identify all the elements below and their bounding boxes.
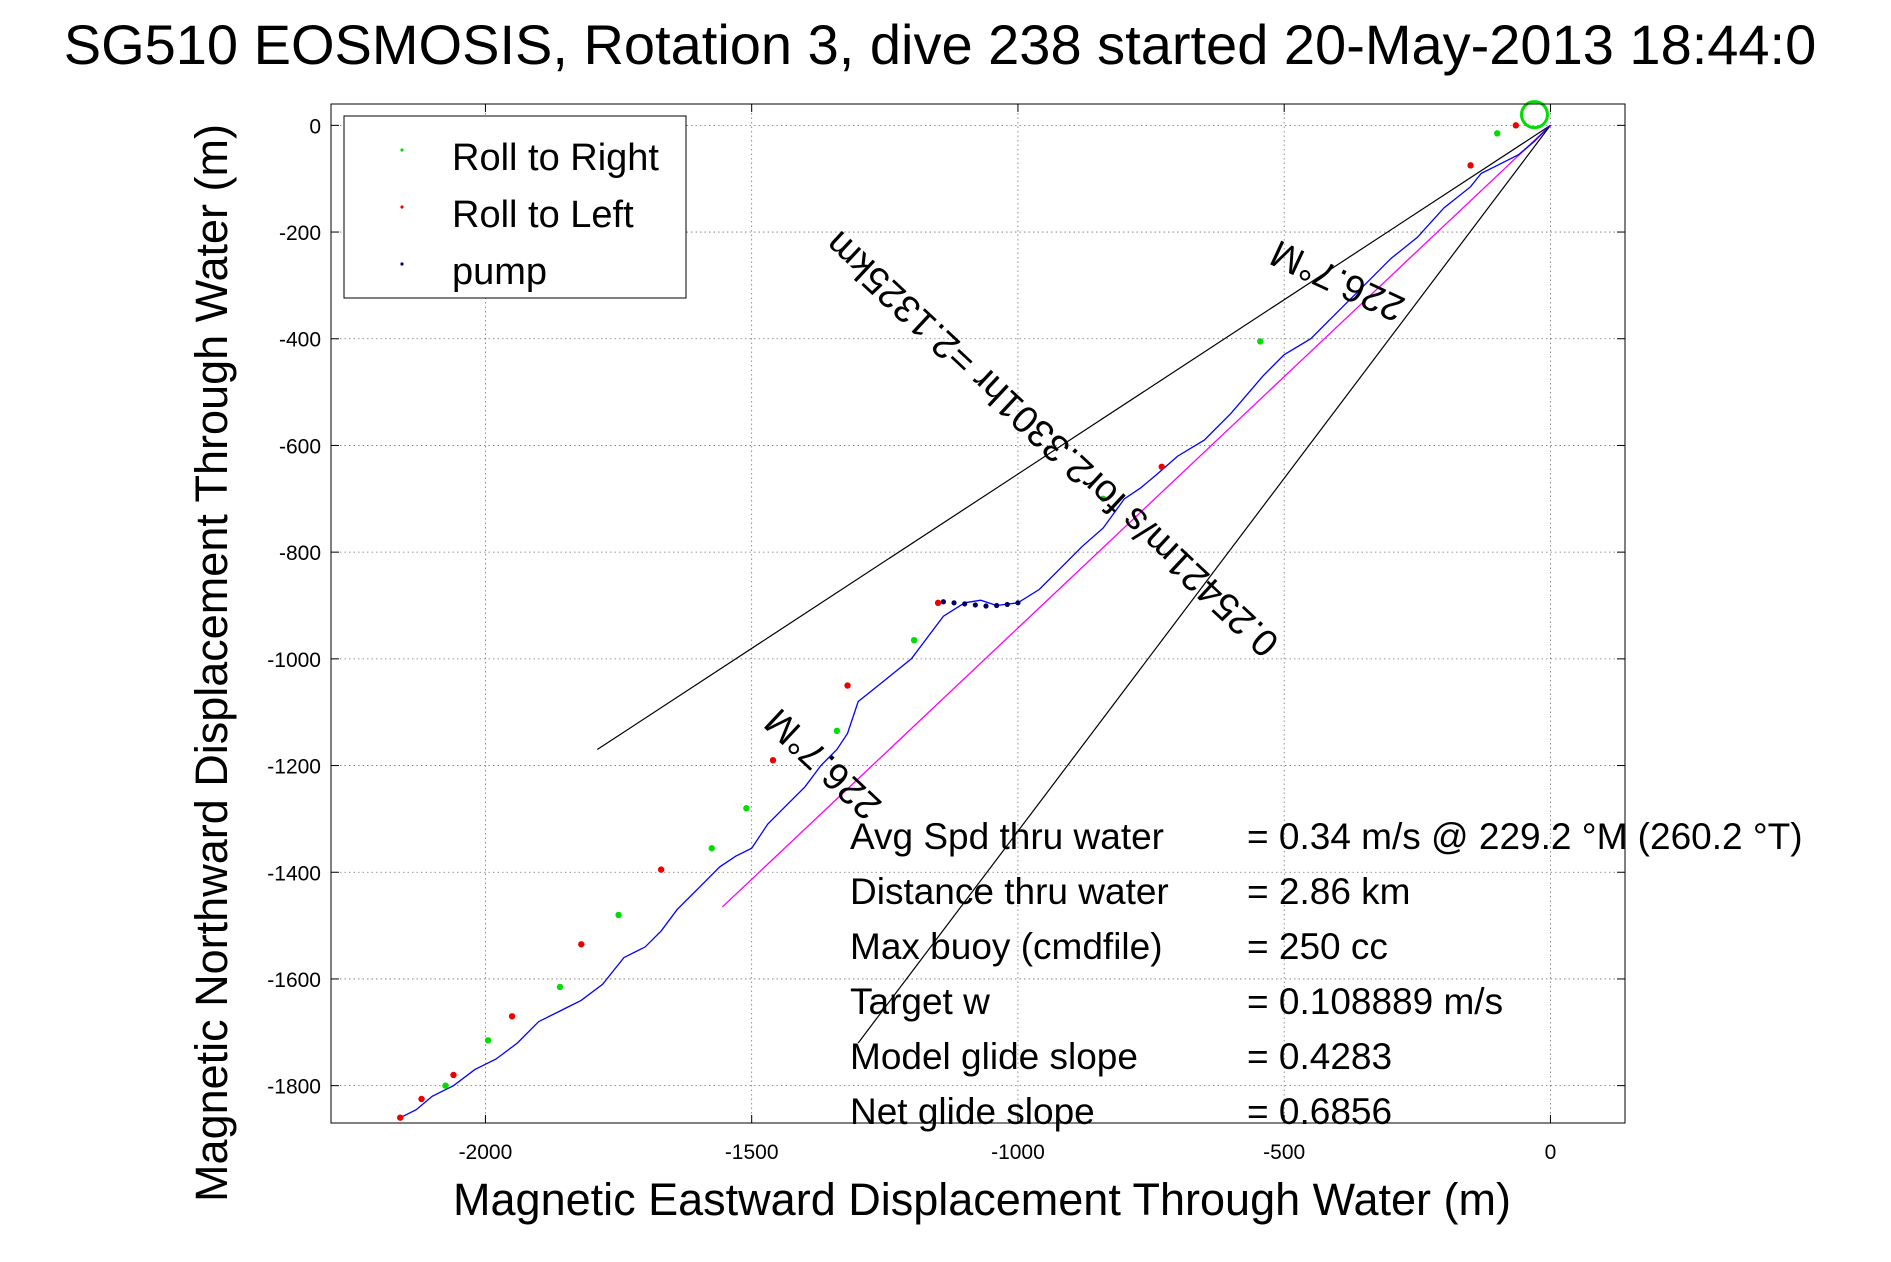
legend-swatch-pump [400,262,404,266]
roll-left-marker [769,757,777,764]
legend-label-roll-right: Roll to Right [452,137,659,179]
x-tick-label: -1000 [991,1141,1045,1164]
roll-right-marker [743,805,750,812]
pump-marker [1015,600,1021,606]
pump-marker [972,602,978,608]
roll-left-marker [1467,162,1474,169]
legend-label-pump: pump [452,251,547,293]
roll-left-marker [1158,463,1165,470]
y-tick-label: -200 [279,222,321,245]
stat-value: = 0.34 m/s @ 229.2 °M (260.2 °T) [1247,816,1803,857]
stat-value: = 0.108889 m/s [1247,981,1503,1022]
roll-left-marker [508,1013,516,1020]
pump-marker [962,601,968,607]
roll-right-marker [1099,495,1107,502]
x-tick-label: 0 [1545,1141,1557,1164]
roll-right-marker [556,983,564,991]
chart-title: SG510 EOSMOSIS, Rotation 3, dive 238 sta… [64,13,1817,76]
pump-marker [951,600,957,606]
pump-marker [1004,601,1010,608]
stat-label: Target w [850,981,990,1022]
y-tick-label: -1200 [267,756,321,779]
dive-start-marker [1519,100,1549,130]
y-tick-label: -600 [279,435,321,458]
legend-swatch-roll-right [400,148,404,152]
stat-label: Avg Spd thru water [850,816,1164,857]
stat-value: = 2.86 km [1247,871,1411,912]
y-axis-label: Magnetic Northward Displacement Through … [186,124,237,1202]
heading-line [596,124,1551,751]
stat-label: Max buoy (cmdfile) [850,926,1163,967]
legend-label-roll-left: Roll to Left [452,194,634,236]
glider-track-line [399,124,1551,1119]
roll-left-marker [934,599,942,607]
y-tick-label: -800 [279,542,321,565]
y-tick-label: -1400 [267,862,321,885]
roll-left-marker [657,866,665,873]
y-tick-label: -1000 [267,649,321,672]
current-vector-line [721,124,1551,908]
roll-left-marker [450,1071,457,1079]
stats-block: Avg Spd thru water = 0.34 m/s @ 229.2 °M … [850,816,1803,1132]
y-tick-label: -1800 [267,1076,321,1099]
roll-left-marker [397,1114,404,1121]
stat-label: Distance thru water [850,871,1169,912]
roll-right-marker [708,845,715,852]
heading-lines [596,124,1551,1044]
y-tick-label: -1600 [267,969,321,992]
stat-label: Net glide slope [850,1091,1095,1132]
roll-right-marker [615,911,622,919]
roll-right-marker [1257,338,1264,345]
x-tick-label: -1500 [725,1141,779,1164]
stat-value: = 0.4283 [1247,1036,1392,1077]
stat-value: = 250 cc [1247,926,1388,967]
roll-left-marker [844,682,851,689]
y-tick-label: 0 [309,115,321,138]
axes-box [330,103,1626,1124]
x-tick-label: -500 [1263,1141,1305,1164]
roll-right-marker [910,636,918,644]
legend: Roll to Right Roll to Left pump [343,115,687,299]
heading-line [857,124,1551,1044]
stat-value: = 0.6856 [1247,1091,1392,1132]
pump-marker [940,599,946,605]
roll-left-marker [1512,122,1520,129]
y-tick-label: -400 [279,329,321,352]
roll-left-marker [578,941,585,948]
track-markers [397,100,1549,1121]
roll-right-marker [833,727,841,735]
pump-marker [994,602,1000,609]
pump-marker [983,603,989,609]
roll-right-marker [1493,130,1501,137]
roll-right-marker [484,1037,492,1044]
roll-right-marker [442,1082,449,1089]
roll-left-marker [418,1095,425,1103]
grid-lines [331,104,1625,1123]
axis-ticks: -2000 -1500 -1000 -500 0 0 -200 -400 -600 -800 -10… [267,104,1625,1164]
x-axis-label: Magnetic Eastward Displacement Through W… [453,1174,1511,1225]
legend-swatch-roll-left [400,205,404,209]
stat-label: Model glide slope [850,1036,1138,1077]
x-tick-label: -2000 [459,1141,513,1164]
